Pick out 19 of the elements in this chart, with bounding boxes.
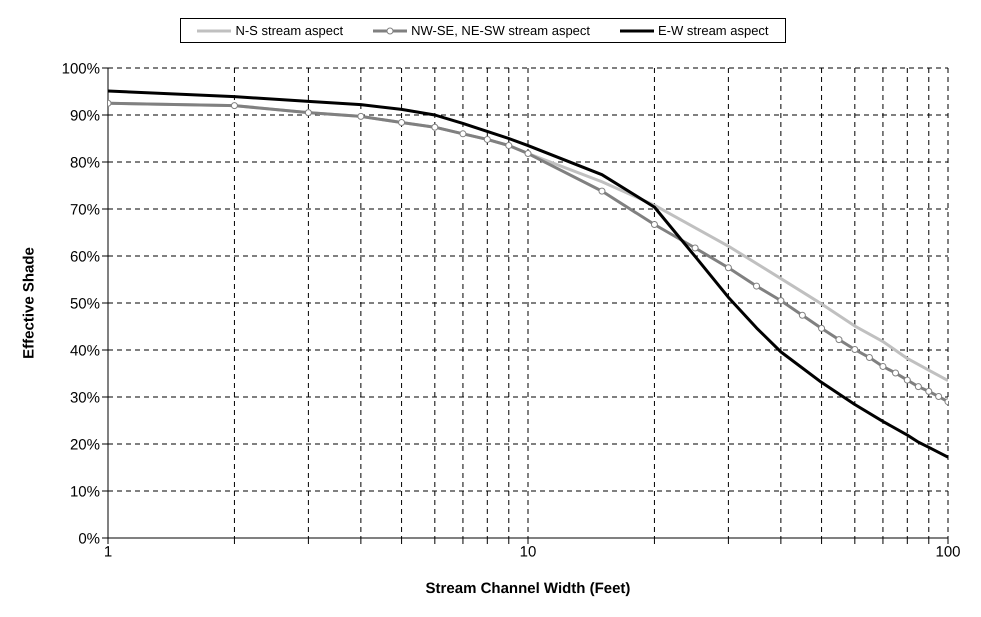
- y-axis-title: Effective Shade: [20, 247, 38, 359]
- y-tick-label: 20%: [70, 436, 100, 454]
- legend-label: NW-SE, NE-SW stream aspect: [411, 23, 590, 38]
- x-axis-title: Stream Channel Width (Feet): [426, 580, 630, 597]
- y-tick-label: 100%: [62, 60, 100, 78]
- y-tick-label: 60%: [70, 248, 100, 266]
- y-tick-label: 70%: [70, 201, 100, 218]
- y-tick-label: 10%: [70, 483, 100, 500]
- y-tick-label: 90%: [70, 107, 100, 124]
- y-tick-label: 30%: [70, 389, 100, 406]
- legend-label: N-S stream aspect: [235, 23, 344, 38]
- y-tick-label: 50%: [70, 295, 100, 312]
- y-tick-label: 40%: [70, 342, 100, 360]
- y-tick-label: 80%: [70, 154, 100, 172]
- x-tick-label: 10: [520, 544, 536, 561]
- legend-label: E-W stream aspect: [658, 23, 769, 38]
- y-tick-label: 0%: [78, 530, 100, 548]
- x-tick-label: 100: [935, 544, 961, 561]
- x-tick-label: 1: [104, 544, 112, 561]
